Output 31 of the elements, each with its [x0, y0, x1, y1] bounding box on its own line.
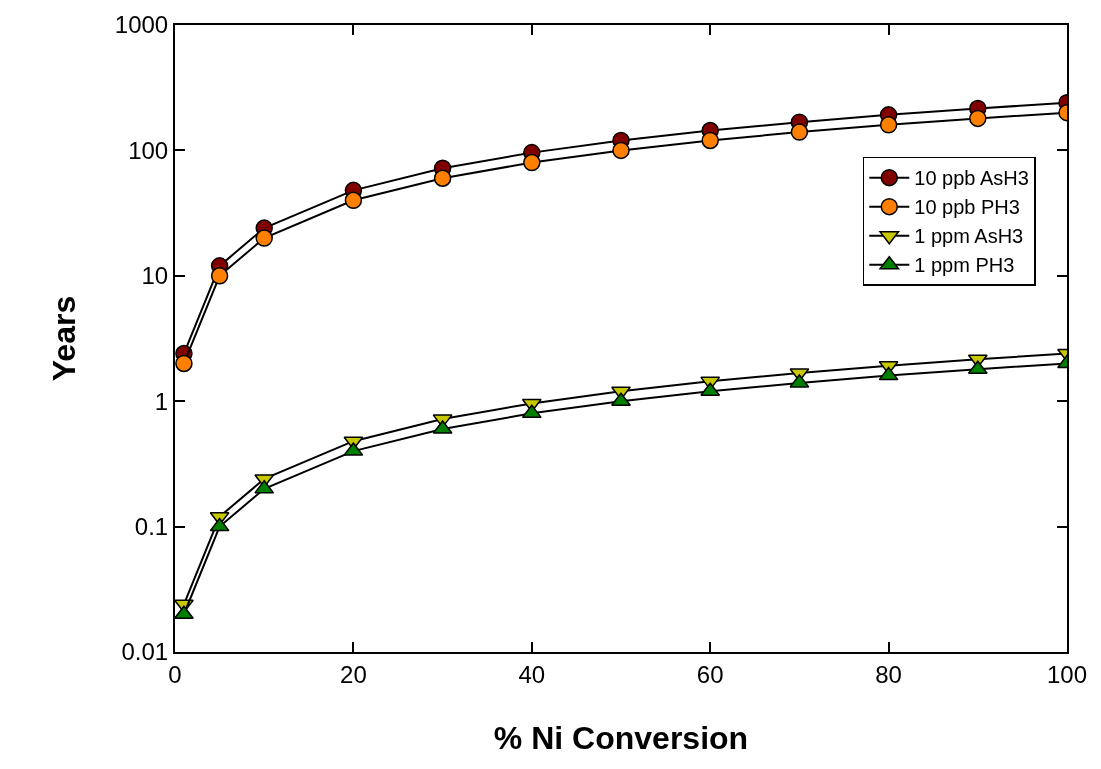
- point: [175, 354, 193, 373]
- legend-label: 1 ppm AsH3: [914, 225, 1024, 248]
- point: [433, 169, 452, 187]
- legend-label: 1 ppm PH3: [914, 254, 1015, 277]
- y-tick-label: 1000: [114, 11, 169, 39]
- x-tick-label: 80: [875, 660, 902, 688]
- x-tick-label: 0: [168, 660, 182, 688]
- y-tick-label: 0.1: [134, 513, 169, 540]
- point: [612, 141, 630, 160]
- legend-label: 10 ppb AsH3: [914, 167, 1029, 190]
- point: [790, 123, 809, 141]
- point: [521, 404, 542, 419]
- y-tick-label: 10: [141, 262, 169, 290]
- point: [701, 131, 719, 150]
- point: [210, 267, 229, 285]
- point: [344, 191, 363, 210]
- y-axis-title: Years: [45, 295, 82, 382]
- x-tick-label: 20: [340, 660, 367, 688]
- legend-label: 10 ppb PH3: [914, 196, 1020, 219]
- point: [523, 153, 541, 172]
- y-tick-label: 1: [154, 387, 169, 415]
- x-tick-label: 100: [1046, 660, 1088, 688]
- point: [255, 229, 273, 247]
- point: [879, 116, 898, 134]
- point: [969, 109, 987, 128]
- x-tick-label: 60: [696, 660, 724, 688]
- point: [700, 382, 721, 397]
- x-axis-title: % Ni Conversion: [493, 720, 749, 757]
- x-tick-label: 40: [518, 660, 546, 688]
- y-tick-label: 100: [128, 136, 169, 164]
- y-tick-label: 0.01: [121, 638, 169, 666]
